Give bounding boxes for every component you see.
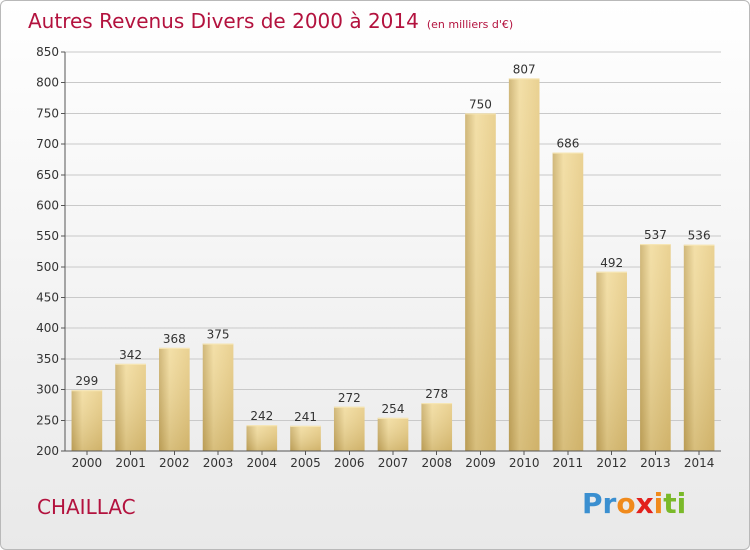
bar-shade bbox=[115, 363, 146, 451]
bar-shade bbox=[202, 343, 234, 451]
y-tick-label: 350 bbox=[36, 352, 59, 366]
bar-shade bbox=[159, 347, 190, 451]
logo-letter: P bbox=[582, 487, 603, 520]
y-tick-label: 200 bbox=[36, 444, 59, 458]
x-tick-label: 2014 bbox=[684, 456, 715, 470]
bar-value-label: 750 bbox=[469, 97, 492, 111]
x-tick-label: 2009 bbox=[465, 456, 496, 470]
y-tick-label: 750 bbox=[36, 106, 59, 120]
x-tick-label: 2000 bbox=[72, 456, 103, 470]
x-tick-label: 2011 bbox=[553, 456, 584, 470]
bar-value-label: 342 bbox=[119, 348, 142, 362]
x-tick-label: 2004 bbox=[247, 456, 278, 470]
logo-letter: o bbox=[616, 487, 636, 520]
bar-shade bbox=[377, 417, 409, 451]
x-tick-label: 2002 bbox=[159, 456, 190, 470]
logo-letter: i bbox=[676, 487, 687, 520]
y-tick-label: 700 bbox=[36, 137, 59, 151]
chart-subtitle: (en milliers d'€) bbox=[426, 18, 514, 31]
bar-shade bbox=[596, 271, 627, 451]
bar-shade bbox=[508, 78, 540, 451]
bar-value-label: 536 bbox=[688, 229, 711, 243]
bar-shade bbox=[552, 152, 584, 451]
x-tick-label: 2008 bbox=[421, 456, 452, 470]
bar-value-label: 278 bbox=[425, 387, 448, 401]
y-tick-label: 250 bbox=[36, 413, 59, 427]
bar-shade bbox=[421, 403, 453, 451]
bar-value-label: 254 bbox=[382, 402, 405, 416]
x-tick-label: 2007 bbox=[378, 456, 409, 470]
bar-value-label: 537 bbox=[644, 228, 667, 242]
bar-value-label: 686 bbox=[556, 137, 579, 151]
bar-shade bbox=[640, 244, 671, 451]
logo-letter: r bbox=[602, 487, 617, 520]
x-tick-label: 2010 bbox=[509, 456, 540, 470]
bar-shade bbox=[71, 390, 103, 451]
y-tick-label: 500 bbox=[36, 260, 59, 274]
logo-letter: t bbox=[663, 487, 677, 520]
proxiti-logo: Proxiti bbox=[582, 487, 686, 520]
x-tick-label: 2006 bbox=[334, 456, 365, 470]
y-tick-label: 400 bbox=[36, 321, 59, 335]
bar-value-label: 241 bbox=[294, 410, 317, 424]
x-tick-label: 2012 bbox=[596, 456, 627, 470]
logo-letter: x bbox=[635, 487, 654, 520]
bar-value-label: 375 bbox=[207, 328, 230, 342]
x-tick-label: 2013 bbox=[640, 456, 671, 470]
commune-name: CHAILLAC bbox=[37, 495, 136, 519]
bar-shade bbox=[465, 113, 496, 451]
bar-value-label: 368 bbox=[163, 332, 186, 346]
bars: 299 342 368 375 242 241 272 254 278 750 807 686 492 5… bbox=[71, 62, 715, 451]
bar-shade bbox=[333, 406, 365, 451]
y-tick-label: 850 bbox=[36, 45, 59, 59]
y-tick-label: 300 bbox=[36, 383, 59, 397]
bar-value-label: 807 bbox=[513, 62, 536, 76]
bar-shade bbox=[290, 425, 321, 451]
chart-title-text: Autres Revenus Divers de 2000 à 2014 bbox=[28, 9, 419, 33]
bar-value-label: 272 bbox=[338, 391, 361, 405]
y-tick-label: 450 bbox=[36, 291, 59, 305]
bar-shade bbox=[683, 244, 715, 451]
chart-title: Autres Revenus Divers de 2000 à 2014 (en … bbox=[28, 9, 513, 33]
bar-value-label: 492 bbox=[600, 256, 623, 270]
logo-letter: i bbox=[653, 487, 664, 520]
bar-shade bbox=[246, 425, 278, 451]
x-tick-label: 2003 bbox=[203, 456, 234, 470]
bar-value-label: 299 bbox=[75, 374, 98, 388]
y-tick-label: 550 bbox=[36, 229, 59, 243]
axes: 200 250 300 350 400 450 500 550 600 650 700 750 800 8… bbox=[36, 45, 721, 470]
y-tick-label: 600 bbox=[36, 198, 59, 212]
x-tick-label: 2005 bbox=[290, 456, 321, 470]
y-tick-label: 650 bbox=[36, 168, 59, 182]
y-tick-label: 800 bbox=[36, 76, 59, 90]
bar-value-label: 242 bbox=[250, 409, 273, 423]
x-tick-label: 2001 bbox=[115, 456, 146, 470]
